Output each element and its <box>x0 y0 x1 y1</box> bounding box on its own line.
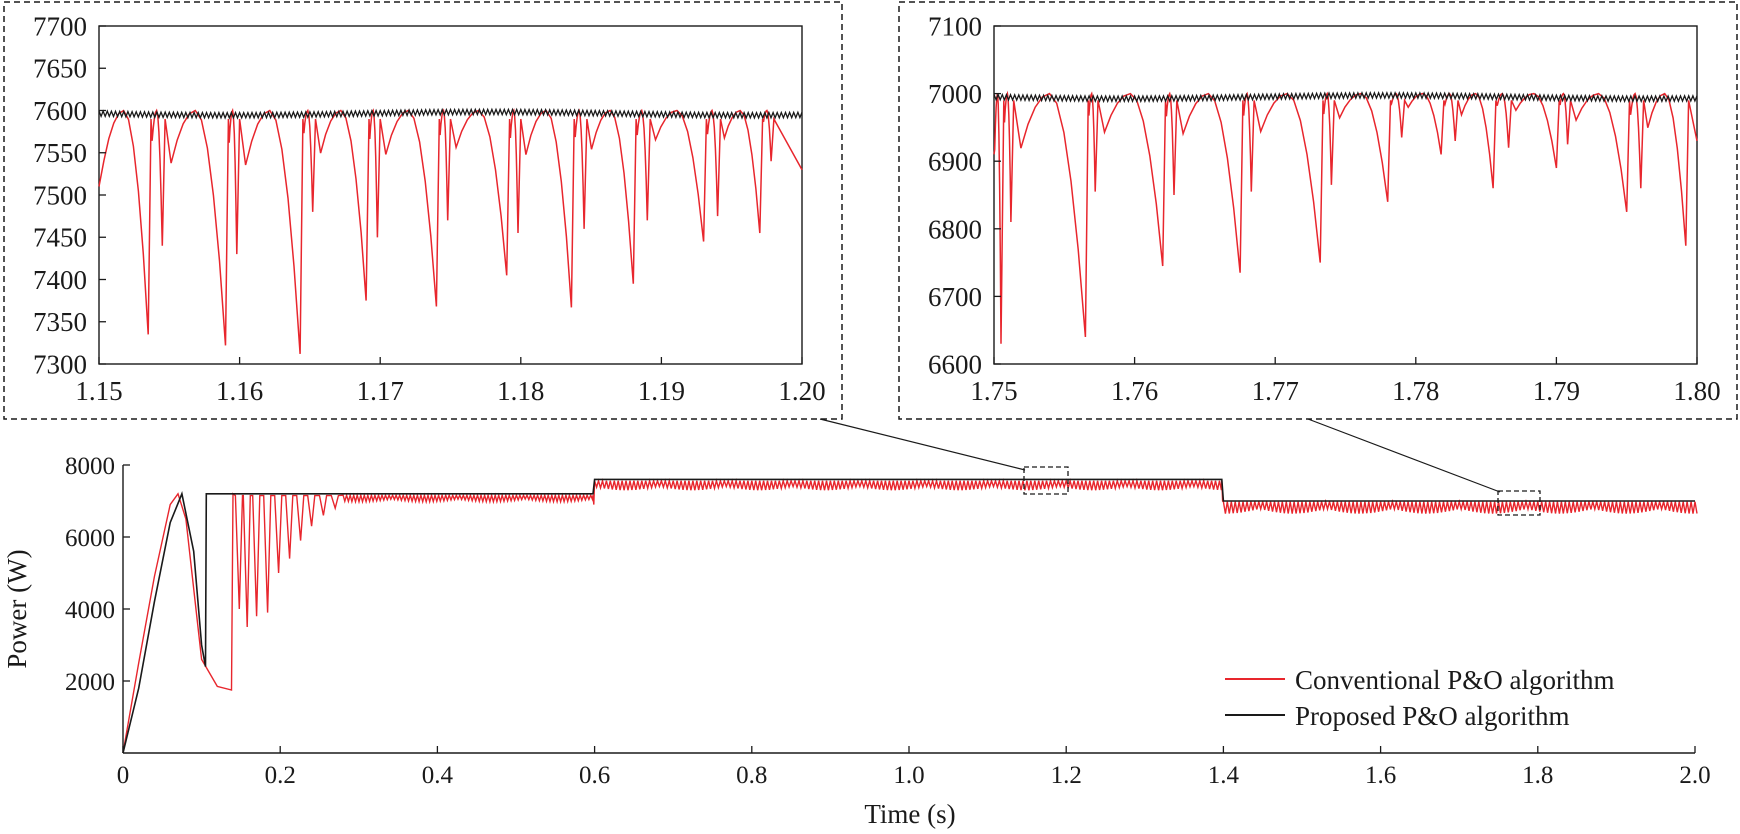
series-proposed-line <box>122 478 1695 754</box>
x-tick-label: 1.0 <box>893 762 924 789</box>
inset-2-frame <box>898 1 1738 420</box>
x-tick-label: 1.16 <box>216 376 263 406</box>
y-tick-label: 8000 <box>65 453 115 480</box>
x-tick-label: 1.77 <box>1252 376 1299 406</box>
x-tick-label: 0.6 <box>579 762 610 789</box>
y-tick-label: 7450 <box>33 223 87 253</box>
y-tick-label: 7400 <box>33 265 87 295</box>
zoom-connector-1 <box>819 418 1026 471</box>
y-tick-label: 7350 <box>33 307 87 337</box>
inset-1-proposed-line <box>98 107 803 120</box>
main-plot: 0 0.2 0.4 0.6 0.8 1.0 1.2 1.4 1.6 1.8 2.0 2000 4000 6… <box>2 418 1711 829</box>
x-tick-label: 0 <box>117 762 130 789</box>
inset-1-plot: 1.15 1.16 1.17 1.18 1.19 1.20 7300 7350 7400 7450… <box>33 11 826 406</box>
x-tick-label: 1.4 <box>1208 762 1240 789</box>
zoom-box-2 <box>1497 490 1541 516</box>
main-data <box>122 478 1698 754</box>
zoom-box-1 <box>1023 466 1069 495</box>
inset-2-conventional-line <box>993 90 1698 344</box>
inset-1-ticks: 1.15 1.16 1.17 1.18 1.19 1.20 7300 7350 7400 7450… <box>33 11 826 406</box>
x-tick-label: 1.15 <box>75 376 122 406</box>
x-tick-label: 1.75 <box>970 376 1017 406</box>
y-tick-label: 6600 <box>928 349 982 379</box>
x-tick-label: 1.80 <box>1673 376 1720 406</box>
x-tick-label: 1.2 <box>1051 762 1082 789</box>
legend-label-proposed: Proposed P&O algorithm <box>1295 701 1570 731</box>
inset-2-proposed-line <box>993 90 1698 104</box>
y-tick-label: 7550 <box>33 138 87 168</box>
x-tick-label: 1.79 <box>1533 376 1580 406</box>
legend-label-conventional: Conventional P&O algorithm <box>1295 665 1614 695</box>
y-tick-label: 7650 <box>33 54 87 84</box>
y-tick-label: 4000 <box>65 597 115 624</box>
x-tick-label: 1.18 <box>497 376 544 406</box>
x-tick-label: 1.19 <box>638 376 685 406</box>
x-tick-label: 1.20 <box>778 376 825 406</box>
x-tick-label: 0.4 <box>422 762 454 789</box>
inset-1-frame <box>3 1 843 420</box>
main-ticks: 0 0.2 0.4 0.6 0.8 1.0 1.2 1.4 1.6 1.8 2.0 2000 4000 6… <box>65 453 1711 789</box>
legend: Conventional P&O algorithm Proposed P&O … <box>1225 665 1614 731</box>
x-tick-label: 0.2 <box>265 762 296 789</box>
y-tick-label: 7500 <box>33 180 87 210</box>
series-conventional-line <box>122 478 1698 754</box>
inset-1-conventional-line <box>98 107 803 354</box>
y-tick-label: 7100 <box>928 11 982 41</box>
y-tick-label: 7600 <box>33 96 87 126</box>
y-tick-label: 7700 <box>33 11 87 41</box>
inset-1-axes <box>98 25 803 365</box>
y-tick-label: 2000 <box>65 669 115 696</box>
inset-2-ticks: 1.75 1.76 1.77 1.78 1.79 1.80 6600 6700 6800 6900… <box>928 11 1721 406</box>
y-tick-label: 7300 <box>33 349 87 379</box>
x-tick-label: 1.8 <box>1522 762 1553 789</box>
main-y-label: Power (W) <box>2 549 32 668</box>
y-tick-label: 6700 <box>928 282 982 312</box>
x-tick-label: 1.17 <box>357 376 404 406</box>
main-x-label: Time (s) <box>864 799 955 829</box>
x-tick-label: 1.78 <box>1392 376 1439 406</box>
y-tick-label: 6000 <box>65 525 115 552</box>
y-tick-label: 7000 <box>928 79 982 109</box>
zoom-connector-2 <box>1307 418 1501 493</box>
inset-2-axes <box>993 25 1698 365</box>
x-tick-label: 1.6 <box>1365 762 1396 789</box>
x-tick-label: 2.0 <box>1679 762 1710 789</box>
inset-2-plot: 1.75 1.76 1.77 1.78 1.79 1.80 6600 6700 6800 6900… <box>928 11 1721 406</box>
inset-1-data <box>98 107 803 354</box>
y-tick-label: 6900 <box>928 147 982 177</box>
x-tick-label: 1.76 <box>1111 376 1158 406</box>
x-tick-label: 0.8 <box>736 762 767 789</box>
y-tick-label: 6800 <box>928 214 982 244</box>
inset-2-data <box>993 90 1698 344</box>
